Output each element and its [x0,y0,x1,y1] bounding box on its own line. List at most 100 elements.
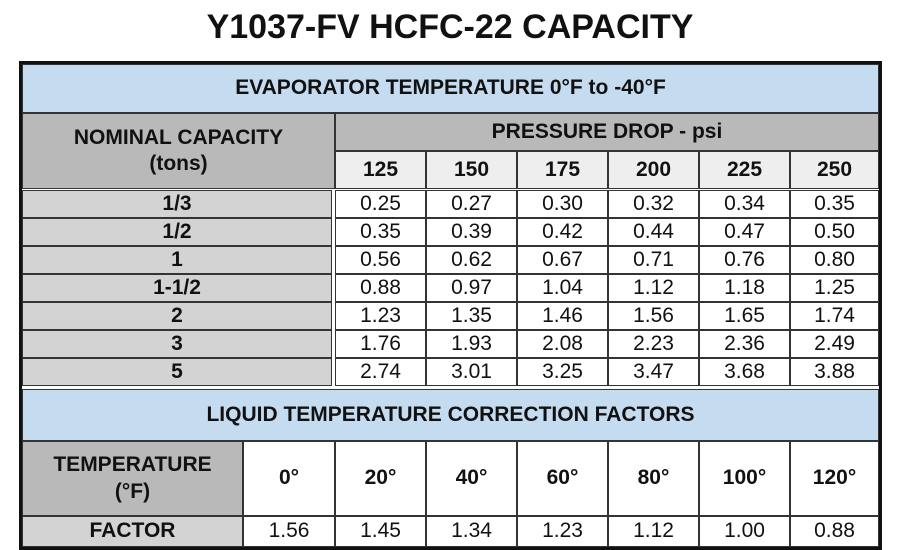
value-cell-text: 1.45 [360,519,401,543]
value-cell-text: 1.25 [814,275,855,299]
value-cell: 1.04 [517,274,608,302]
value-cell: 0.56 [335,246,426,274]
value-cell: 0.47 [699,218,790,246]
value-cell-text: 0.35 [360,219,401,243]
value-cell-text: 0.67 [542,247,583,271]
row-label: 3 [22,330,332,358]
value-cell-text: 0.71 [633,247,674,271]
row-header-text: NOMINAL CAPACITY [73,125,284,149]
value-cell-text: 1.74 [814,303,855,327]
value-cell: 0.50 [790,218,879,246]
row-label: 5 [22,358,332,386]
value-cell-text: 0.50 [814,219,855,243]
value-cell-text: 0.80 [814,247,855,271]
column-header-text: 20° [364,466,397,490]
value-cell: 0.88 [790,516,879,547]
value-cell-text: 1.00 [724,519,765,543]
row-label: 1 [22,246,332,274]
value-cell-text: 0.97 [451,275,492,299]
value-cell-text: 2.74 [360,359,401,383]
value-cell: 1.45 [335,516,426,547]
value-cell: 1.12 [608,516,699,547]
value-cell-text: 1.93 [451,331,492,355]
value-cell: 0.34 [699,190,790,218]
column-header-text: 100° [722,466,767,490]
value-cell: 0.42 [517,218,608,246]
value-cell-text: 0.27 [451,191,492,215]
value-cell: 0.80 [790,246,879,274]
column-header-text: 80° [637,466,670,490]
value-cell: 2.74 [335,358,426,386]
value-cell: 2.08 [517,330,608,358]
value-cell-text: 0.34 [724,191,765,215]
row-label-text: 1 [171,247,183,271]
value-cell: 3.25 [517,358,608,386]
value-cell-text: 3.25 [542,359,583,383]
column-header: 175 [517,151,608,189]
value-cell: 1.76 [335,330,426,358]
value-cell-text: 0.42 [542,219,583,243]
value-cell-text: 1.56 [268,519,310,543]
page-title: Y1037-FV HCFC-22 CAPACITY [206,8,694,46]
value-cell-text: 0.76 [724,247,765,271]
value-cell: 3.47 [608,358,699,386]
column-header-text: 0° [278,466,300,490]
row-label-text: 3 [171,331,183,355]
value-cell: 0.71 [608,246,699,274]
row-header-text: TEMPERATURE [53,453,212,477]
column-header: 0° [243,441,335,516]
value-cell-text: 0.39 [451,219,492,243]
value-cell-text: 2.08 [542,331,583,355]
value-cell: 0.39 [426,218,517,246]
value-cell: 1.65 [699,302,790,330]
value-cell-text: 0.30 [542,191,583,215]
value-cell: 3.01 [426,358,517,386]
row-label-text: 5 [171,359,183,383]
row-label-text: 1/2 [162,219,192,243]
value-cell-text: 2.36 [724,331,765,355]
row-label: 1/2 [22,218,332,246]
row-label-text: 1/3 [162,191,192,215]
value-cell: 1.18 [699,274,790,302]
value-cell: 0.97 [426,274,517,302]
value-cell-text: 2.49 [814,331,855,355]
value-cell-text: 1.56 [633,303,674,327]
table-frame [19,61,882,550]
value-cell: 1.35 [426,302,517,330]
column-header: 100° [699,441,790,516]
value-cell: 2.49 [790,330,879,358]
value-cell: 1.23 [335,302,426,330]
value-cell-text: 3.68 [724,359,765,383]
value-cell: 0.76 [699,246,790,274]
value-cell: 0.67 [517,246,608,274]
column-header-text: 250 [816,157,853,181]
value-cell: 1.74 [790,302,879,330]
value-cell-text: 1.23 [360,303,401,327]
row-label-text: 1-1/2 [153,275,201,299]
section-header-text: EVAPORATOR TEMPERATURE 0°F to -40°F [235,76,666,100]
value-cell-text: 1.04 [542,275,583,299]
value-cell: 0.35 [790,190,879,218]
row-header-text: (tons) [149,152,208,175]
value-cell: 1.56 [243,516,335,547]
section-header: LIQUID TEMPERATURE CORRECTION FACTORS [22,389,879,441]
value-cell: 0.25 [335,190,426,218]
section-header-text: LIQUID TEMPERATURE CORRECTION FACTORS [206,402,695,426]
column-header: 225 [699,151,790,189]
column-header-text: 125 [362,157,399,181]
column-header-text: 225 [726,157,763,181]
row-label-text: FACTOR [89,519,176,543]
value-cell-text: 1.35 [451,303,492,327]
value-cell-text: 2.23 [633,331,674,355]
value-cell: 2.23 [608,330,699,358]
value-cell-text: 0.88 [814,519,855,543]
column-header-text: 120° [812,466,857,490]
row-label: 1/3 [22,190,332,218]
column-header-text: 150 [453,157,490,181]
value-cell: 0.30 [517,190,608,218]
value-cell-text: 1.34 [451,519,492,543]
value-cell: 0.27 [426,190,517,218]
column-header: 120° [790,441,879,516]
section-header: EVAPORATOR TEMPERATURE 0°F to -40°F [22,64,879,113]
